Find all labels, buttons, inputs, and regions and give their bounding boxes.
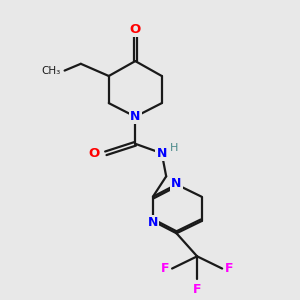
Text: F: F <box>225 262 234 275</box>
Text: F: F <box>160 262 169 275</box>
Text: N: N <box>171 177 182 190</box>
Text: N: N <box>157 147 167 160</box>
Text: N: N <box>130 110 140 123</box>
Text: CH₃: CH₃ <box>42 66 61 76</box>
Text: H: H <box>170 143 178 153</box>
Text: O: O <box>130 22 141 36</box>
Text: N: N <box>148 216 158 229</box>
Text: F: F <box>193 284 201 296</box>
Text: O: O <box>89 147 100 160</box>
